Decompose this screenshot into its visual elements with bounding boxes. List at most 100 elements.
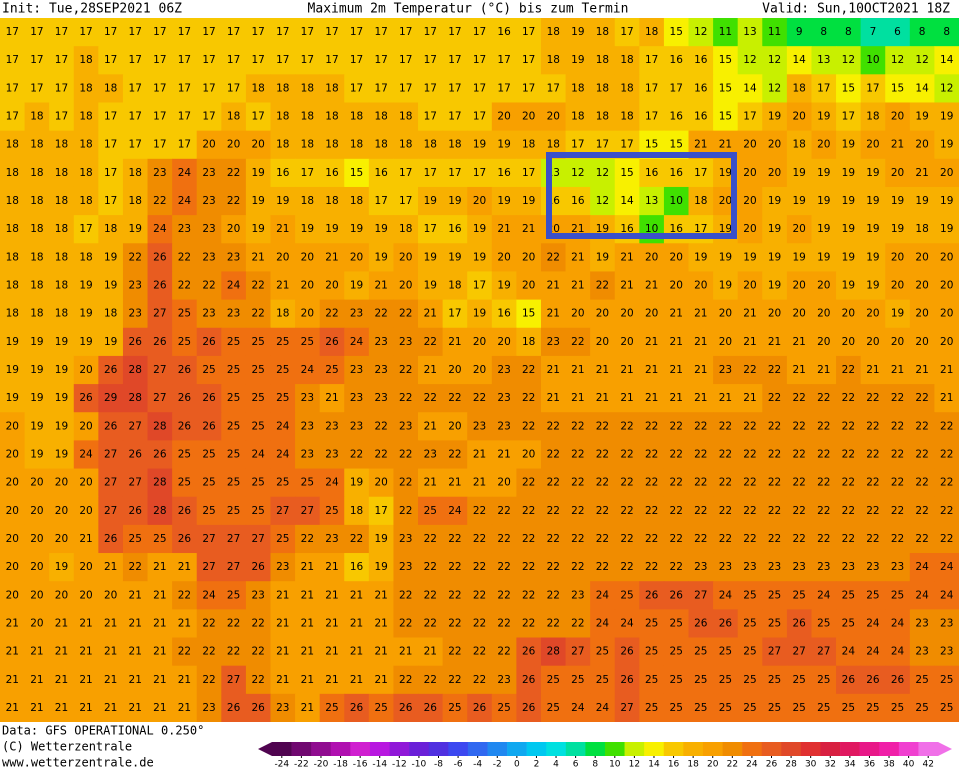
temperature-value: 22 (719, 505, 732, 517)
temperature-cell (147, 102, 173, 132)
temperature-value: 16 (571, 195, 585, 207)
temperature-value: 19 (817, 167, 830, 179)
temperature-value: 8 (845, 26, 852, 38)
temperature-cell (295, 186, 321, 216)
temperature-value: 22 (694, 420, 707, 432)
temperature-value: 19 (694, 251, 707, 263)
temperature-cell (688, 271, 714, 301)
temperature-value: 19 (55, 448, 68, 460)
temperature-value: 12 (694, 26, 707, 38)
temperature-cell (516, 102, 542, 132)
temperature-cell (295, 665, 321, 695)
temperature-cell (590, 384, 616, 413)
temperature-cell (516, 243, 542, 272)
temperature-cell (836, 299, 862, 329)
temperature-value: 17 (374, 54, 387, 66)
temperature-cell (713, 553, 739, 582)
temperature-cell (762, 186, 788, 216)
temperature-cell (762, 271, 788, 301)
temperature-cell (540, 496, 567, 526)
temperature-value: 23 (940, 646, 953, 658)
temperature-value: 22 (891, 448, 904, 460)
temperature-cell (196, 158, 222, 188)
temperature-value: 12 (768, 82, 781, 94)
temperature-value: 21 (670, 364, 683, 376)
temperature-value: 22 (448, 392, 461, 404)
temperature-cell (147, 581, 173, 610)
temperature-value: 19 (374, 561, 387, 573)
temperature-value: 20 (473, 195, 486, 207)
temperature-value: 20 (743, 280, 756, 292)
temperature-value: 25 (694, 674, 707, 686)
temperature-value: 17 (448, 308, 461, 320)
temperature-cell (442, 299, 468, 329)
temperature-cell (73, 18, 99, 47)
temperature-value: 25 (866, 702, 879, 714)
temperature-cell (245, 384, 271, 413)
temperature-value: 19 (596, 223, 609, 235)
temperature-value: 8 (919, 26, 926, 38)
temperature-value: 25 (743, 589, 756, 601)
temperature-cell (393, 186, 419, 216)
temperature-cell (344, 299, 370, 329)
temperature-cell (540, 327, 567, 357)
temperature-cell (295, 46, 321, 75)
temperature-value: 22 (915, 505, 928, 517)
temperature-value: 22 (202, 280, 215, 292)
temperature-cell (49, 524, 75, 554)
colorbar-swatch (761, 742, 782, 756)
temperature-cell (762, 553, 788, 582)
temperature-value: 21 (719, 392, 732, 404)
temperature-value: 21 (915, 167, 928, 179)
temperature-value: 20 (915, 308, 928, 320)
temperature-value: 22 (915, 533, 928, 545)
temperature-value: 27 (153, 364, 166, 376)
temperature-cell (122, 468, 149, 498)
temperature-value: 20 (670, 280, 683, 292)
temperature-cell (221, 468, 247, 498)
temperature-cell (221, 412, 247, 441)
temperature-cell (270, 581, 296, 610)
temperature-value: 22 (547, 589, 560, 601)
temperature-value: 16 (670, 223, 684, 235)
temperature-cell (663, 665, 690, 695)
temperature-cell (344, 524, 370, 554)
temperature-value: 18 (79, 251, 92, 263)
temperature-value: 12 (596, 195, 609, 207)
temperature-cell (49, 299, 75, 329)
temperature-cell (713, 74, 739, 103)
temperature-cell (860, 553, 886, 582)
temperature-value: 22 (915, 420, 928, 432)
temperature-cell (811, 158, 837, 188)
temperature-value: 17 (645, 54, 658, 66)
temperature-cell (122, 412, 149, 441)
colorbar-swatch (330, 742, 351, 756)
temperature-cell (860, 186, 886, 216)
temperature-value: 17 (178, 54, 191, 66)
temperature-value: 22 (571, 477, 584, 489)
temperature-cell (270, 327, 296, 357)
temperature-value: 21 (596, 392, 609, 404)
temperature-value: 21 (620, 251, 633, 263)
temperature-cell (295, 18, 321, 47)
temperature-value: 21 (301, 561, 314, 573)
temperature-value: 17 (350, 82, 363, 94)
temperature-value: 22 (842, 392, 855, 404)
temperature-cell (737, 299, 763, 329)
header-bar (0, 0, 959, 18)
temperature-value: 21 (374, 674, 387, 686)
temperature-cell (934, 412, 959, 441)
temperature-cell (98, 440, 124, 470)
temperature-value: 17 (79, 26, 92, 38)
temperature-value: 25 (842, 589, 855, 601)
temperature-cell (221, 637, 247, 667)
temperature-value: 23 (252, 589, 265, 601)
colorbar-swatch (781, 742, 802, 756)
temperature-value: 22 (497, 589, 510, 601)
temperature-value: 20 (497, 336, 510, 348)
temperature-cell (909, 74, 935, 103)
temperature-value: 21 (424, 308, 437, 320)
temperature-value: 22 (866, 477, 879, 489)
temperature-cell (737, 468, 763, 498)
temperature-cell (270, 271, 296, 301)
